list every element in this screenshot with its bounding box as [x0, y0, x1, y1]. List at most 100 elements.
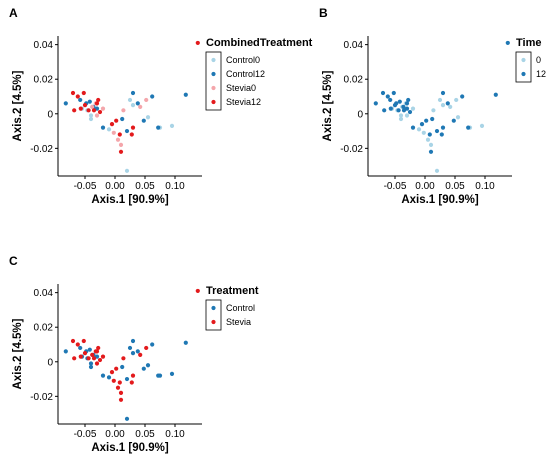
y-tick-label: -0.02: [30, 144, 53, 155]
legend-swatch: [521, 71, 526, 77]
legend-label: Stevia: [226, 317, 251, 327]
data-point: [144, 97, 149, 103]
data-point: [90, 104, 95, 109]
legend-swatch: [211, 85, 216, 91]
data-point: [124, 376, 130, 382]
data-point: [141, 366, 146, 371]
data-point: [124, 168, 130, 173]
data-point: [111, 130, 116, 135]
data-point: [100, 106, 106, 111]
legend-label: Stevia0: [226, 83, 256, 93]
data-point: [118, 397, 124, 402]
x-tick-label: -0.05: [74, 181, 97, 192]
y-tick-label: 0.02: [344, 75, 364, 86]
data-point: [82, 103, 88, 108]
data-point: [100, 373, 106, 378]
data-point: [466, 125, 471, 130]
data-point: [94, 101, 100, 106]
data-point: [78, 97, 83, 103]
data-point: [109, 370, 115, 375]
data-point: [380, 90, 386, 96]
data-point: [127, 97, 133, 103]
panel-a: A -0.05 0.00 0.05 0.10 0.04 0.02 0 -0.02 Axis.1 […: [9, 6, 313, 206]
legend-label: Control12: [226, 69, 265, 79]
data-point: [455, 115, 461, 120]
data-point: [169, 371, 175, 376]
data-point: [106, 127, 112, 132]
data-point: [88, 116, 94, 122]
data-point: [397, 99, 402, 104]
data-point: [78, 106, 83, 111]
data-point: [115, 137, 121, 142]
data-point: [130, 125, 136, 130]
data-point: [115, 385, 121, 390]
legend-swatch: [211, 71, 216, 77]
data-point: [130, 373, 136, 378]
data-point: [150, 342, 155, 347]
data-point: [88, 364, 94, 370]
x-tick-label: 0.05: [135, 181, 155, 192]
data-point: [138, 104, 143, 109]
data-point: [81, 338, 86, 344]
y-tick-label: 0.02: [34, 75, 54, 86]
data-point: [117, 380, 122, 385]
y-tick-label: 0.02: [34, 323, 54, 334]
data-point: [427, 132, 432, 137]
data-point: [124, 128, 130, 134]
data-point: [124, 416, 130, 421]
data-point: [118, 142, 124, 147]
data-point: [121, 108, 126, 113]
data-point: [130, 90, 136, 96]
data-point: [127, 345, 133, 351]
data-point: [434, 168, 440, 173]
data-point: [439, 132, 444, 137]
x-axis-title: Axis.1 [90.9%]: [91, 194, 169, 206]
data-point: [406, 97, 411, 103]
data-point: [130, 103, 136, 108]
data-point: [183, 340, 188, 345]
data-point: [157, 373, 163, 378]
legend-label: Stevia12: [226, 97, 261, 107]
data-point: [385, 94, 390, 99]
data-point: [63, 349, 68, 354]
data-point: [156, 125, 161, 130]
data-point: [410, 106, 416, 111]
x-tick-label: 0.10: [165, 429, 185, 440]
data-point: [145, 115, 151, 120]
data-point: [401, 104, 406, 109]
data-point: [81, 90, 86, 96]
data-point: [419, 122, 425, 127]
data-point: [120, 116, 125, 122]
data-point: [94, 113, 100, 118]
data-point: [448, 104, 453, 109]
data-point: [398, 113, 404, 118]
data-point: [440, 90, 446, 96]
data-point: [109, 122, 115, 127]
data-point: [100, 125, 106, 130]
data-point: [416, 127, 422, 132]
data-point: [78, 354, 83, 359]
data-point: [70, 90, 76, 96]
y-tick-label: 0.04: [344, 40, 364, 51]
data-point: [111, 378, 116, 383]
y-axis-title: Axis.2 [4.5%]: [12, 70, 24, 141]
data-point: [129, 380, 134, 385]
data-point: [141, 118, 146, 123]
data-point: [392, 103, 398, 108]
data-point: [97, 109, 103, 115]
data-point: [424, 118, 429, 123]
legend-key-box: [205, 299, 222, 331]
y-tick-label: 0: [357, 109, 363, 120]
data-point: [93, 349, 98, 354]
data-point: [451, 118, 456, 123]
data-point: [398, 116, 404, 122]
data-point: [72, 108, 77, 113]
data-point: [493, 92, 498, 97]
data-point: [150, 94, 155, 99]
panel-letter: B: [319, 6, 328, 20]
y-axis-title: Axis.2 [4.5%]: [12, 318, 24, 389]
x-tick-label: 0.00: [415, 181, 435, 192]
data-point: [87, 99, 92, 104]
data-point: [421, 130, 426, 135]
legend-title: Treatment: [206, 285, 259, 297]
